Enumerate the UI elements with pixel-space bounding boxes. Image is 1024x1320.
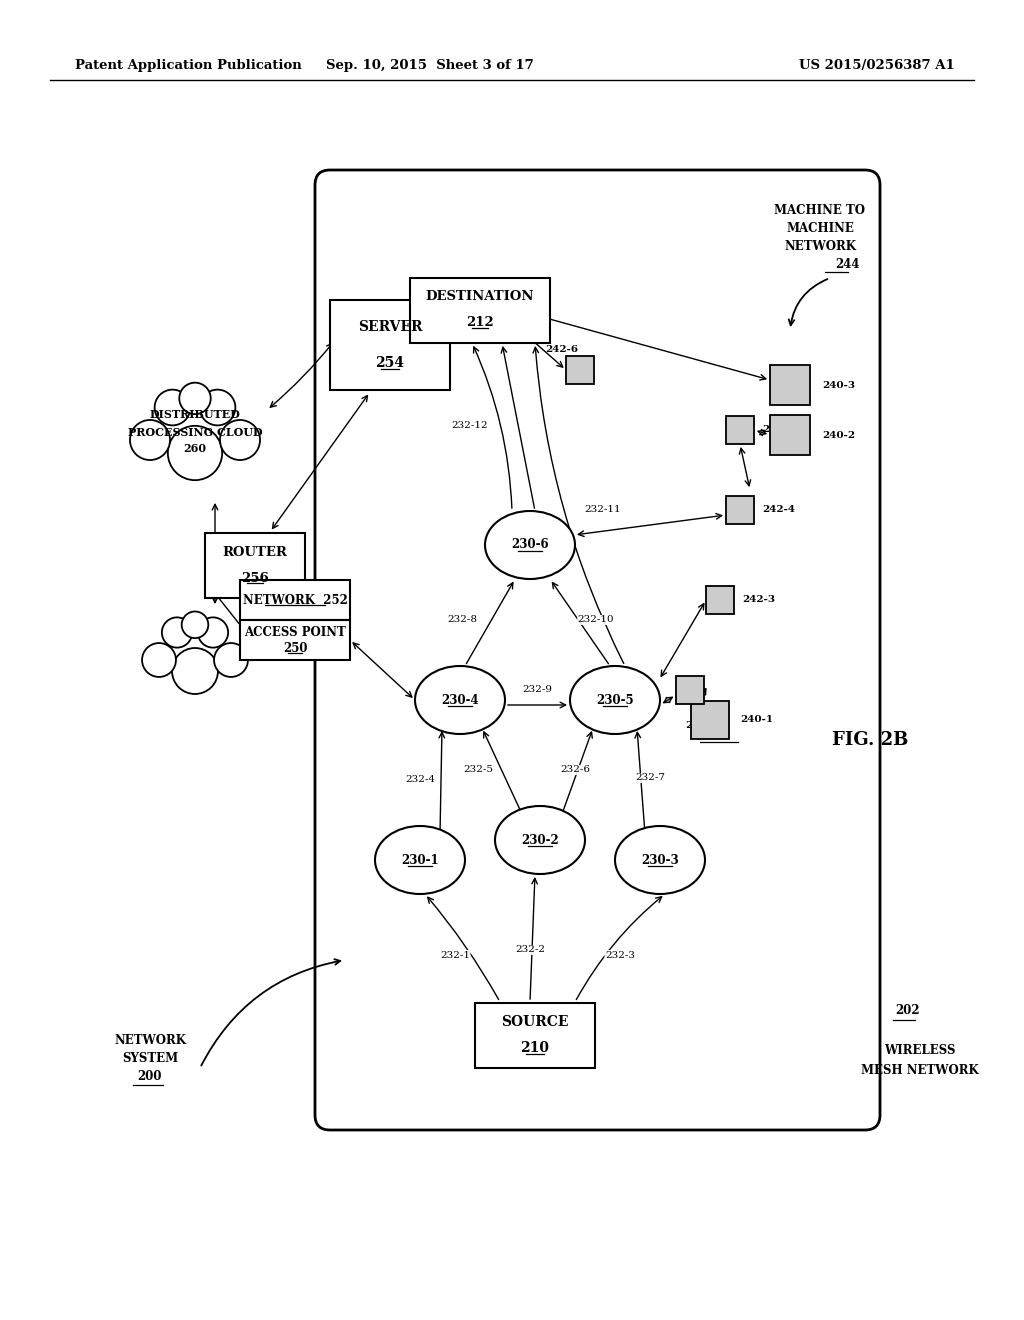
Text: SOURCE: SOURCE [502, 1015, 568, 1030]
Text: 232-1: 232-1 [440, 950, 470, 960]
Circle shape [130, 420, 170, 461]
Text: DISTRIBUTED: DISTRIBUTED [150, 409, 241, 421]
Text: 244: 244 [835, 257, 859, 271]
Ellipse shape [375, 826, 465, 894]
FancyBboxPatch shape [475, 1002, 595, 1068]
Text: 232-4: 232-4 [406, 776, 435, 784]
Circle shape [198, 618, 228, 648]
Circle shape [179, 383, 211, 414]
FancyBboxPatch shape [691, 701, 729, 739]
Text: MACHINE TO: MACHINE TO [774, 203, 865, 216]
Text: 250: 250 [283, 642, 307, 655]
Circle shape [142, 643, 176, 677]
Text: NETWORK: NETWORK [784, 239, 856, 252]
FancyBboxPatch shape [676, 676, 705, 704]
Text: 200: 200 [138, 1069, 162, 1082]
Text: PROCESSING CLOUD: PROCESSING CLOUD [128, 426, 262, 437]
Text: MACHINE: MACHINE [786, 222, 854, 235]
Text: 230-5: 230-5 [596, 693, 634, 706]
Text: 254: 254 [376, 356, 404, 370]
Ellipse shape [415, 667, 505, 734]
Text: WIRELESS: WIRELESS [885, 1044, 955, 1056]
Text: 232-5: 232-5 [463, 766, 493, 775]
Text: 212: 212 [466, 317, 494, 330]
FancyBboxPatch shape [726, 416, 754, 444]
Text: 230-2: 230-2 [521, 833, 559, 846]
Text: SERVER: SERVER [357, 319, 422, 334]
Text: Patent Application Publication: Patent Application Publication [75, 58, 302, 71]
Text: 242-4: 242-4 [762, 506, 795, 515]
Text: 240-2: 240-2 [822, 430, 855, 440]
Text: 202: 202 [895, 1003, 920, 1016]
FancyBboxPatch shape [410, 277, 550, 342]
FancyBboxPatch shape [770, 366, 810, 405]
Text: 260: 260 [183, 444, 207, 454]
Text: 230-3: 230-3 [641, 854, 679, 866]
Text: 232-8: 232-8 [447, 615, 477, 624]
Text: 232-6: 232-6 [560, 766, 590, 775]
Circle shape [172, 648, 218, 694]
FancyBboxPatch shape [706, 586, 734, 614]
Circle shape [200, 389, 236, 425]
Text: 232-9: 232-9 [522, 685, 552, 694]
Text: NETWORK: NETWORK [114, 1034, 186, 1047]
Ellipse shape [615, 826, 705, 894]
FancyBboxPatch shape [240, 620, 350, 660]
Text: 232-7: 232-7 [635, 774, 665, 783]
Text: 242-6: 242-6 [545, 346, 579, 355]
Text: 230-1: 230-1 [401, 854, 439, 866]
Text: US 2015/0256387 A1: US 2015/0256387 A1 [800, 58, 955, 71]
Text: 232-3: 232-3 [605, 950, 635, 960]
Text: ACCESS POINT: ACCESS POINT [244, 626, 346, 639]
Text: 230-6: 230-6 [511, 539, 549, 552]
Circle shape [168, 426, 222, 480]
FancyBboxPatch shape [726, 496, 754, 524]
Text: 240-1: 240-1 [740, 715, 773, 725]
Text: 232-10: 232-10 [578, 615, 614, 624]
Text: 232-2: 232-2 [515, 945, 545, 954]
FancyBboxPatch shape [205, 532, 305, 598]
Circle shape [155, 389, 190, 425]
Text: ROUTER: ROUTER [222, 545, 288, 558]
Text: 210: 210 [520, 1041, 550, 1055]
FancyBboxPatch shape [566, 356, 594, 384]
Ellipse shape [495, 807, 585, 874]
Text: MESH NETWORK: MESH NETWORK [861, 1064, 979, 1077]
Ellipse shape [570, 667, 660, 734]
Text: SYSTEM: SYSTEM [122, 1052, 178, 1064]
FancyBboxPatch shape [770, 414, 810, 455]
Text: 256: 256 [241, 572, 269, 585]
FancyBboxPatch shape [240, 579, 350, 620]
Ellipse shape [485, 511, 575, 579]
Text: 242-5: 242-5 [762, 425, 795, 434]
Circle shape [220, 420, 260, 461]
Text: FIG. 2B: FIG. 2B [831, 731, 908, 748]
Circle shape [181, 611, 208, 638]
Circle shape [214, 643, 248, 677]
Text: 232-11: 232-11 [585, 506, 622, 515]
Text: 242-2: 242-2 [685, 721, 718, 730]
FancyBboxPatch shape [330, 300, 450, 389]
Text: Sep. 10, 2015  Sheet 3 of 17: Sep. 10, 2015 Sheet 3 of 17 [326, 58, 534, 71]
Text: NETWORK  252: NETWORK 252 [243, 594, 347, 606]
Text: 232-12: 232-12 [452, 421, 488, 429]
Circle shape [162, 618, 193, 648]
Text: DESTINATION: DESTINATION [426, 290, 535, 304]
Text: 242-3: 242-3 [742, 595, 775, 605]
Text: 240-3: 240-3 [822, 380, 855, 389]
Text: 230-4: 230-4 [441, 693, 479, 706]
